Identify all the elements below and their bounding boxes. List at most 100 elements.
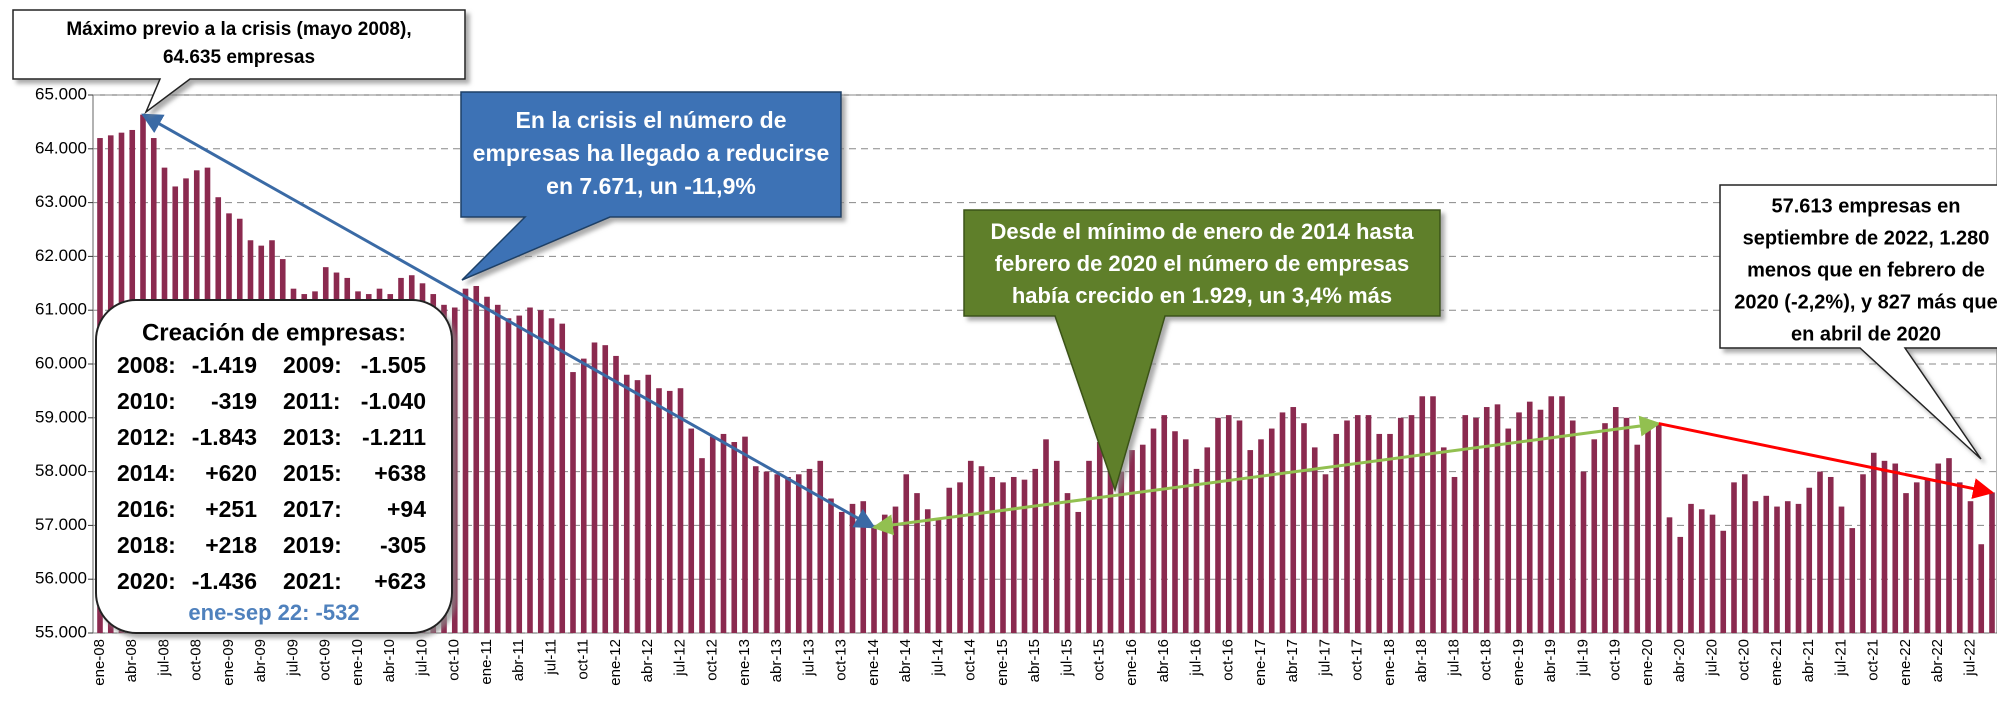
bar	[1118, 471, 1125, 633]
latest-text: menos que en febrero de	[1747, 259, 1985, 281]
x-tick-label: oct-17	[1349, 639, 1366, 681]
x-tick-label: jul-09	[284, 639, 301, 677]
x-tick-label: ene-22	[1897, 639, 1914, 686]
bar	[1268, 428, 1275, 633]
bar	[1247, 450, 1254, 633]
bar	[1301, 423, 1307, 633]
x-tick-label: abr-12	[639, 639, 656, 682]
bar	[1612, 407, 1619, 633]
summary-cell: -1.419	[192, 352, 257, 378]
bar	[935, 520, 942, 633]
bar	[677, 388, 684, 633]
bar	[1688, 503, 1694, 633]
x-tick-label: abr-18	[1413, 639, 1430, 682]
bar	[1924, 479, 1931, 633]
bar	[903, 474, 910, 633]
x-tick-label: jul-19	[1574, 639, 1591, 677]
summary-cell: 2008:	[117, 352, 176, 378]
bar	[580, 358, 587, 633]
bar	[795, 474, 802, 633]
summary-cell: -319	[211, 388, 257, 414]
x-tick-label: ene-10	[349, 639, 366, 686]
bar	[1344, 420, 1350, 633]
bar	[1967, 501, 1974, 633]
x-tick-label: jul-15	[1058, 639, 1075, 677]
bar	[860, 501, 867, 633]
x-tick-label: oct-08	[188, 639, 205, 681]
bar	[1870, 452, 1877, 633]
y-tick-label: 57.000	[35, 515, 87, 534]
bar	[1290, 407, 1297, 633]
bar	[1516, 412, 1522, 633]
x-tick-label: jul-10	[413, 639, 430, 677]
bar	[1741, 474, 1748, 633]
y-tick-label: 63.000	[35, 192, 87, 211]
bar	[1526, 401, 1533, 633]
x-tick-label: ene-08	[91, 639, 108, 686]
bar	[1559, 396, 1565, 633]
summary-cell: +251	[205, 496, 257, 522]
recovery-text: había crecido en 1.929, un 3,4% más	[1012, 283, 1392, 308]
latest-text: 57.613 empresas en	[1771, 195, 1960, 217]
x-tick-label: oct-15	[1091, 639, 1108, 681]
bar	[645, 374, 652, 633]
trend-arrow	[141, 113, 876, 529]
latest-text: en abril de 2020	[1791, 323, 1941, 345]
bar	[1258, 439, 1264, 633]
summary-footer: ene-sep 22: -532	[188, 600, 359, 625]
bar	[1591, 439, 1598, 633]
bar	[1731, 482, 1737, 633]
x-tick-label: abr-16	[1155, 639, 1172, 682]
bar	[484, 296, 490, 633]
bar	[1666, 517, 1673, 633]
summary-cell: 2013:	[283, 424, 342, 450]
bar	[1655, 423, 1662, 633]
bar	[1193, 468, 1200, 633]
x-tick-label: oct-21	[1865, 639, 1882, 681]
x-tick-label: ene-12	[607, 639, 624, 686]
bar	[1322, 474, 1329, 633]
bar	[1397, 417, 1404, 633]
x-tick-label: oct-14	[962, 639, 979, 681]
x-tick-label: jul-17	[1316, 639, 1333, 677]
x-tick-label: jul-20	[1703, 639, 1720, 677]
bar	[1215, 417, 1221, 633]
bar	[1387, 433, 1393, 633]
bar	[494, 304, 501, 633]
bar	[1150, 428, 1157, 633]
bar	[1881, 460, 1888, 633]
x-tick-label: ene-19	[1510, 639, 1527, 686]
bar	[1784, 501, 1791, 633]
bar	[1806, 487, 1813, 633]
x-tick-label: oct-19	[1607, 639, 1624, 681]
bar	[881, 514, 888, 633]
bar	[634, 380, 641, 633]
x-tick-label: oct-09	[317, 639, 334, 681]
bar	[527, 307, 533, 633]
bar	[1494, 404, 1501, 633]
bar	[957, 482, 963, 633]
bar	[666, 390, 673, 633]
arrows	[141, 113, 1995, 536]
bar	[1419, 396, 1426, 633]
x-tick-label: oct-13	[833, 639, 850, 681]
bar	[1279, 412, 1286, 633]
bar	[613, 355, 619, 633]
bar	[806, 468, 813, 633]
x-tick-label: jul-22	[1961, 639, 1978, 677]
bar	[1000, 482, 1006, 633]
bar	[1021, 479, 1028, 633]
bar	[473, 285, 480, 633]
latest-text: 2020 (-2,2%), y 827 más que	[1734, 291, 1997, 313]
bar	[1010, 476, 1017, 633]
summary-cell: 2014:	[117, 460, 176, 486]
bar	[1817, 471, 1823, 633]
bar	[1989, 492, 1995, 633]
bar	[1139, 444, 1146, 633]
x-tick-label: oct-12	[704, 639, 721, 681]
bar	[688, 428, 695, 633]
bar	[709, 436, 716, 633]
bar	[1311, 447, 1318, 633]
x-tick-label: jul-11	[542, 639, 559, 676]
